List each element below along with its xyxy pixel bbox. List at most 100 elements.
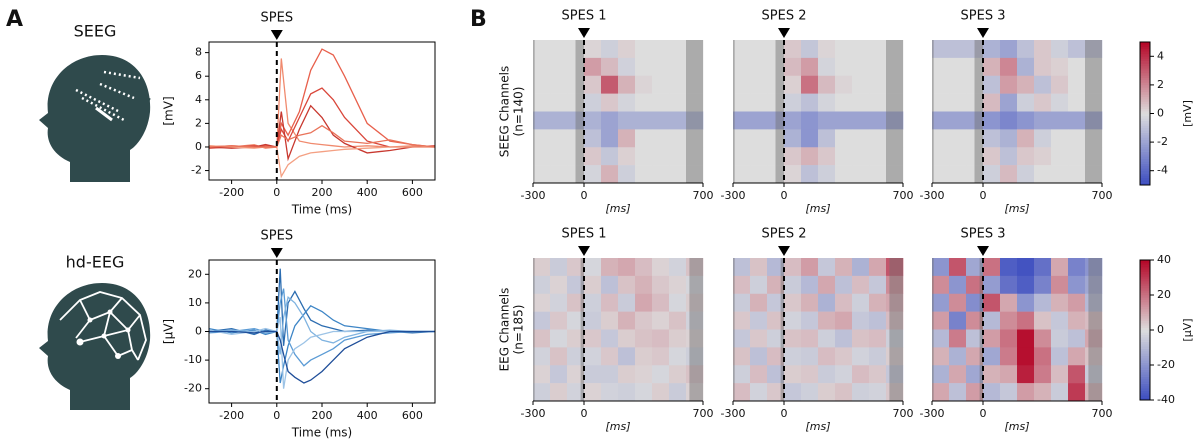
heat-cell — [852, 275, 870, 295]
colorbar-slice — [1140, 353, 1150, 356]
heat-cell — [584, 329, 602, 348]
heat-cell — [686, 293, 704, 312]
colorbar-slice — [1140, 318, 1150, 321]
heat-cell — [635, 365, 653, 384]
heat-cell — [567, 383, 585, 402]
heat-cell — [584, 75, 602, 94]
heat-cell — [886, 147, 904, 166]
heat-cell — [835, 40, 853, 59]
heat-cell — [618, 383, 636, 402]
heat-cell — [750, 147, 768, 166]
heat-cell — [966, 329, 984, 348]
heat-cell — [1085, 329, 1103, 348]
heat-cell — [1000, 40, 1018, 59]
heat-cell — [584, 147, 602, 166]
heat-cell — [618, 293, 636, 312]
stim-marker — [270, 30, 283, 40]
heat-cell — [801, 329, 819, 348]
colorbar-slice — [1140, 70, 1150, 74]
heat-cell — [1068, 293, 1086, 312]
heat-cell — [652, 129, 670, 148]
heat-cell — [550, 275, 568, 295]
heat-cell — [767, 365, 785, 384]
colorbar-slice — [1140, 161, 1150, 164]
heat-cell — [618, 329, 636, 348]
heat-cell — [932, 258, 950, 277]
heat-cell — [733, 275, 751, 295]
chart-title: SPES 3 — [961, 9, 1006, 24]
heat-cell — [1085, 165, 1103, 184]
colorbar-slice — [1140, 49, 1150, 52]
colorbar-slice — [1140, 386, 1150, 389]
colorbar-slice — [1140, 274, 1150, 277]
colorbar-slice — [1140, 163, 1150, 167]
y-tick-label: 8 — [195, 46, 202, 59]
heat-cell — [1017, 93, 1035, 112]
heat-cell — [801, 129, 819, 148]
heat-cell — [784, 293, 802, 312]
x-tick-label: -300 — [521, 407, 546, 420]
x-axis-label: [ms] — [1004, 420, 1029, 433]
heat-cell — [584, 57, 602, 77]
y-axis-label: [mV] — [162, 96, 176, 125]
heat-cell — [1034, 111, 1052, 130]
stim-marker — [977, 28, 989, 38]
heat-cell — [584, 275, 602, 295]
heat-cell — [932, 165, 950, 184]
heat-cell — [886, 111, 904, 130]
heat-cell — [533, 75, 551, 94]
trace — [209, 330, 435, 384]
trace — [208, 58, 436, 149]
heat-cell — [669, 93, 687, 112]
colorbar-slice — [1140, 271, 1150, 275]
heat-cell — [533, 147, 551, 166]
heat-cell — [966, 93, 984, 112]
colorbar-slice — [1140, 142, 1150, 145]
heat-cell — [1085, 111, 1103, 130]
heat-cell — [983, 75, 1001, 94]
x-tick-label: -300 — [521, 189, 546, 202]
heat-cell — [618, 40, 636, 59]
heat-cell — [601, 329, 619, 348]
heat-cell — [567, 93, 585, 112]
heat-cell — [550, 93, 568, 112]
heat-cell — [635, 383, 653, 402]
x-tick-label: 700 — [893, 407, 914, 420]
heat-cell — [686, 365, 704, 384]
heat-cell — [1068, 93, 1086, 112]
heat-cell — [1017, 275, 1035, 295]
masked-span — [1085, 40, 1102, 183]
seeg-head-icon — [39, 55, 151, 182]
heat-cell — [818, 365, 836, 384]
heat-cell — [818, 329, 836, 348]
heat-cell — [932, 111, 950, 130]
eeg-head-icon — [39, 283, 151, 410]
heat-cell — [801, 347, 819, 366]
heat-cell — [1000, 365, 1018, 384]
heat-cell — [750, 347, 768, 366]
heat-cell — [533, 347, 551, 366]
heat-cell — [1034, 258, 1052, 277]
heat-cell — [686, 75, 704, 94]
heat-cell — [1017, 75, 1035, 94]
heat-cell — [1068, 111, 1086, 130]
colorbar-slice — [1140, 313, 1150, 317]
y-tick-label: 0 — [195, 325, 202, 338]
colorbar-slice — [1140, 180, 1150, 183]
heat-cell — [733, 311, 751, 330]
heat-cell — [983, 165, 1001, 184]
colorbar-slice — [1140, 292, 1150, 296]
y-axis-label: [µV] — [162, 319, 176, 344]
heat-cell — [869, 275, 887, 295]
heat-cell — [869, 111, 887, 130]
colorbar-slice — [1140, 311, 1150, 314]
heat-cell — [733, 111, 751, 130]
heat-cell — [869, 57, 887, 77]
colorbar-slice — [1140, 101, 1150, 105]
heat-cell — [750, 165, 768, 184]
colorbar-tick-label: -20 — [1157, 358, 1175, 371]
heat-cell — [801, 93, 819, 112]
heat-cell — [966, 365, 984, 384]
heat-cell — [818, 347, 836, 366]
